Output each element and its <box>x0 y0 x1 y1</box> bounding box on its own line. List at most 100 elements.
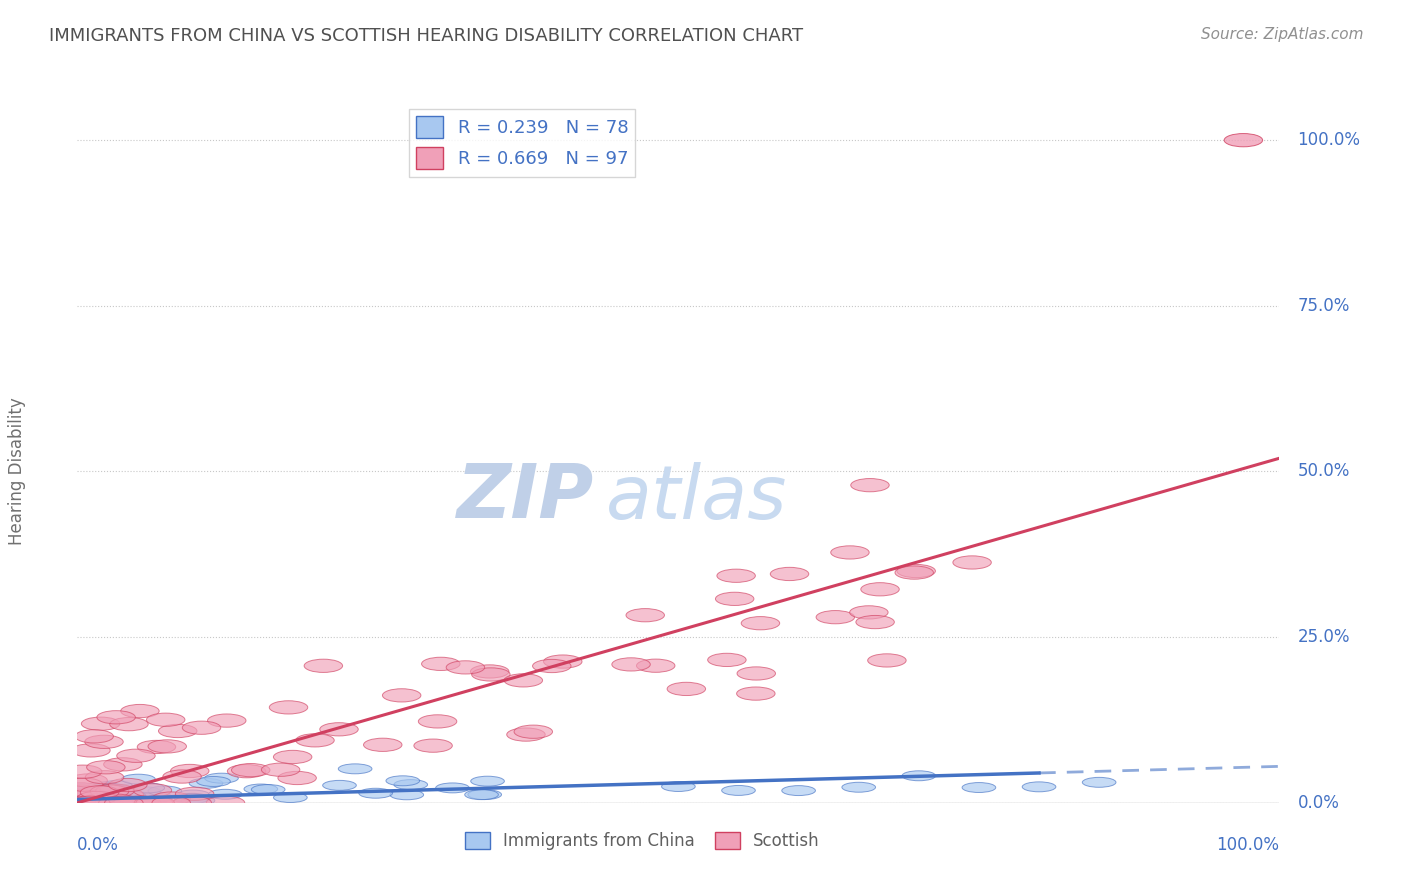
Ellipse shape <box>394 780 427 789</box>
Ellipse shape <box>98 780 132 790</box>
Ellipse shape <box>134 784 172 797</box>
Ellipse shape <box>65 789 98 798</box>
Ellipse shape <box>135 797 173 809</box>
Ellipse shape <box>515 725 553 739</box>
Ellipse shape <box>83 790 117 800</box>
Ellipse shape <box>139 792 173 802</box>
Ellipse shape <box>76 797 114 809</box>
Ellipse shape <box>716 592 754 606</box>
Ellipse shape <box>612 657 651 671</box>
Ellipse shape <box>662 781 695 791</box>
Ellipse shape <box>65 795 98 805</box>
Ellipse shape <box>110 717 148 731</box>
Ellipse shape <box>79 786 112 796</box>
Ellipse shape <box>96 785 129 795</box>
Ellipse shape <box>148 739 187 753</box>
Ellipse shape <box>666 682 706 696</box>
Ellipse shape <box>903 771 935 780</box>
Ellipse shape <box>339 764 373 773</box>
Ellipse shape <box>65 783 98 793</box>
Ellipse shape <box>468 789 502 799</box>
Ellipse shape <box>65 786 98 796</box>
Ellipse shape <box>419 714 457 728</box>
Text: 0.0%: 0.0% <box>1298 794 1340 812</box>
Ellipse shape <box>207 797 245 809</box>
Ellipse shape <box>471 665 509 678</box>
Ellipse shape <box>90 783 124 793</box>
Ellipse shape <box>96 797 134 809</box>
Ellipse shape <box>721 786 755 796</box>
Ellipse shape <box>91 789 125 798</box>
Ellipse shape <box>208 789 242 799</box>
Ellipse shape <box>228 764 266 778</box>
Ellipse shape <box>273 750 312 764</box>
Ellipse shape <box>208 714 246 727</box>
Ellipse shape <box>152 792 190 805</box>
Ellipse shape <box>87 796 121 805</box>
Ellipse shape <box>183 721 221 734</box>
Ellipse shape <box>67 793 101 803</box>
Ellipse shape <box>252 785 285 795</box>
Ellipse shape <box>446 661 485 674</box>
Ellipse shape <box>98 794 136 807</box>
Ellipse shape <box>96 785 129 795</box>
Ellipse shape <box>148 786 181 796</box>
Ellipse shape <box>112 791 146 801</box>
Ellipse shape <box>69 774 107 787</box>
Ellipse shape <box>868 654 905 667</box>
Ellipse shape <box>146 713 186 726</box>
Ellipse shape <box>80 786 120 799</box>
Ellipse shape <box>73 797 111 809</box>
Ellipse shape <box>505 673 543 687</box>
Ellipse shape <box>163 770 201 783</box>
Ellipse shape <box>65 778 103 791</box>
Ellipse shape <box>83 793 117 803</box>
Ellipse shape <box>181 796 215 805</box>
Ellipse shape <box>125 796 159 805</box>
Ellipse shape <box>122 797 162 809</box>
Ellipse shape <box>170 764 209 778</box>
Ellipse shape <box>319 723 359 736</box>
Ellipse shape <box>232 764 270 777</box>
Text: 75.0%: 75.0% <box>1298 297 1350 315</box>
Ellipse shape <box>174 794 208 804</box>
Ellipse shape <box>831 546 869 559</box>
Ellipse shape <box>76 793 110 803</box>
Ellipse shape <box>717 569 755 582</box>
Ellipse shape <box>389 789 423 800</box>
Ellipse shape <box>782 786 815 796</box>
Ellipse shape <box>93 794 127 804</box>
Ellipse shape <box>122 792 156 802</box>
Ellipse shape <box>422 657 460 671</box>
Ellipse shape <box>83 790 117 800</box>
Ellipse shape <box>86 782 120 792</box>
Ellipse shape <box>304 659 343 673</box>
Ellipse shape <box>471 776 505 786</box>
Ellipse shape <box>897 565 935 578</box>
Ellipse shape <box>86 793 124 805</box>
Text: IMMIGRANTS FROM CHINA VS SCOTTISH HEARING DISABILITY CORRELATION CHART: IMMIGRANTS FROM CHINA VS SCOTTISH HEARIN… <box>49 27 803 45</box>
Ellipse shape <box>90 785 124 796</box>
Ellipse shape <box>436 783 470 793</box>
Ellipse shape <box>105 788 143 801</box>
Ellipse shape <box>97 792 131 802</box>
Ellipse shape <box>1083 777 1116 788</box>
Ellipse shape <box>860 582 900 596</box>
Ellipse shape <box>205 773 239 783</box>
Ellipse shape <box>87 790 121 800</box>
Ellipse shape <box>73 797 107 807</box>
Ellipse shape <box>62 797 100 809</box>
Ellipse shape <box>359 789 392 798</box>
Text: 100.0%: 100.0% <box>1298 131 1361 149</box>
Ellipse shape <box>295 734 335 747</box>
Text: ZIP: ZIP <box>457 461 595 534</box>
Ellipse shape <box>413 739 453 752</box>
Ellipse shape <box>159 724 197 738</box>
Ellipse shape <box>1022 782 1056 792</box>
Ellipse shape <box>190 779 224 789</box>
Ellipse shape <box>842 782 876 792</box>
Ellipse shape <box>387 776 419 786</box>
Ellipse shape <box>84 735 124 748</box>
Ellipse shape <box>851 478 889 491</box>
Ellipse shape <box>63 765 101 779</box>
